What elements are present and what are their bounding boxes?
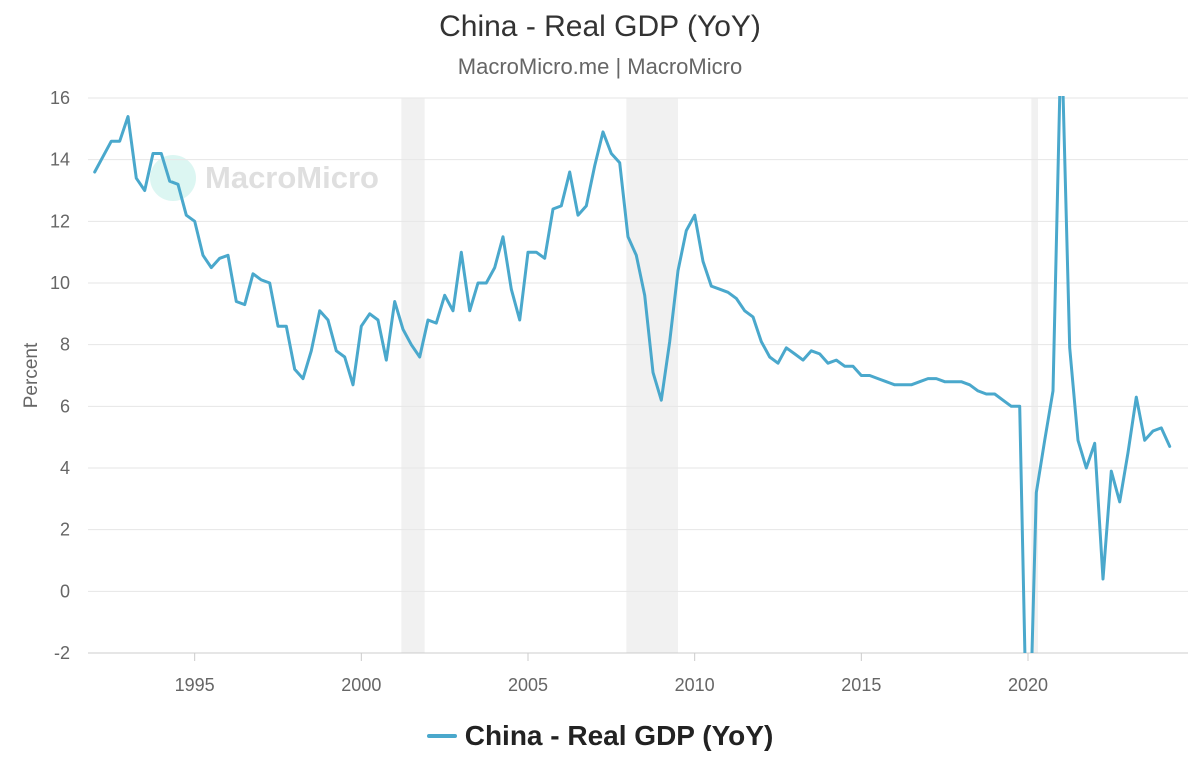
x-tick-label: 2010 [675, 675, 715, 695]
y-tick-label: 10 [50, 273, 70, 293]
y-tick-label: 8 [60, 335, 70, 355]
y-tick-label: 14 [50, 150, 70, 170]
legend-label: China - Real GDP (YoY) [464, 720, 774, 751]
shaded-period-2 [1031, 98, 1038, 653]
series-line-0[interactable] [93, 27, 1172, 782]
chart-title: China - Real GDP (YoY) [439, 10, 761, 43]
shaded-period-0 [401, 98, 425, 653]
y-tick-label: 0 [60, 581, 70, 601]
x-tick-label: 1995 [175, 675, 215, 695]
legend[interactable]: China - Real GDP (YoY) [0, 720, 1200, 752]
y-tick-label: -2 [54, 643, 70, 663]
watermark-text: MacroMicro [205, 160, 379, 195]
legend-swatch [426, 734, 457, 738]
y-axis-title: Percent [21, 342, 42, 408]
watermark-logo-icon [150, 155, 196, 201]
y-tick-label: 12 [50, 211, 70, 231]
shaded-period-1 [626, 98, 678, 653]
x-tick-label: 2015 [841, 675, 881, 695]
recession-bands [401, 98, 1038, 653]
y-axis-ticks: -2 0 2 4 6 8 10 12 14 16 [50, 88, 70, 663]
y-tick-label: 6 [60, 396, 70, 416]
x-tick-label: 2005 [508, 675, 548, 695]
x-tick-label: 2020 [1008, 675, 1048, 695]
y-tick-label: 2 [60, 520, 70, 540]
x-axis-ticks: 1995 2000 2005 2010 2015 2020 [175, 653, 1048, 695]
y-tick-label: 16 [50, 88, 70, 108]
chart-subtitle: MacroMicro.me | MacroMicro [457, 54, 743, 79]
y-tick-label: 4 [60, 458, 70, 478]
x-tick-label: 2000 [341, 675, 381, 695]
series-lines [93, 27, 1172, 782]
